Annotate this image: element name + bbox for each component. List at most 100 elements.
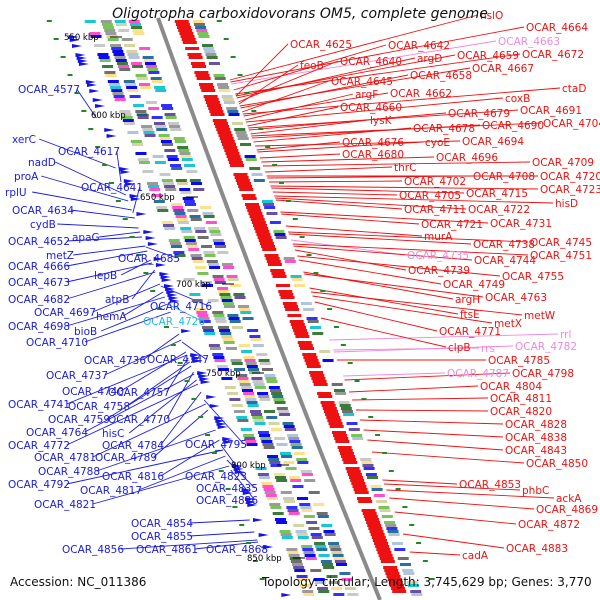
scale-tick-5: 800 kbp (231, 461, 289, 471)
gene-label-text: OCAR_4664 (526, 22, 588, 34)
right-gene-label: OCAR_4721 (421, 219, 483, 231)
gene-label-text: OCAR_4772 (8, 440, 70, 452)
left-gene-label: OCAR_4716 (150, 301, 212, 313)
left-gene-label: OCAR_4823 (185, 471, 247, 483)
right-gene-label: OCAR_4782 (515, 341, 577, 353)
right-gene-label: OCAR_4838 (505, 432, 567, 444)
scale-tick-label: 850 kbp (247, 554, 282, 564)
gene-label-text: OCAR_4744 (474, 255, 536, 267)
gene-label-text: OCAR_4855 (131, 531, 193, 543)
left-gene-label: OCAR_4795 (185, 439, 247, 451)
gene-label-text: OCAR_4662 (390, 88, 452, 100)
gene-label-text: OCAR_4856 (62, 544, 124, 556)
scale-tick-label: 700 kbp (176, 280, 211, 290)
right-gene-label: coxB (505, 93, 530, 105)
right-gene-label: OCAR_4738 (473, 239, 535, 251)
gene-label-text: OCAR_4640 (340, 56, 402, 68)
gene-label-text: OCAR_4694 (462, 136, 524, 148)
gene-label-text: OCAR_4715 (466, 188, 528, 200)
scale-tick-4: 750 kbp (206, 369, 264, 379)
left-gene-label: OCAR_4666 (8, 261, 70, 273)
left-gene-label: OCAR_4792 (8, 479, 70, 491)
gene-label-text: OCAR_4731 (490, 218, 552, 230)
left-gene-label: OCAR_4710 (26, 337, 88, 349)
left-gene-label: OCAR_4740 (62, 386, 124, 398)
gene-label-text: OCAR_4737 (46, 370, 108, 382)
gene-label-text: OCAR_4691 (520, 105, 582, 117)
left-gene-label: OCAR_4855 (131, 531, 193, 543)
left-gene-label: OCAR_4784 (102, 440, 164, 452)
gene-label-text: argD (417, 53, 442, 65)
gene-label-text: OCAR_4771 (439, 326, 501, 338)
gene-label-text: OCAR_4678 (413, 123, 475, 135)
scale-tick-3: 700 kbp (176, 280, 234, 290)
gene-label-text: OCAR_4663 (498, 36, 560, 48)
gene-label-text: phbC (522, 485, 549, 497)
left-gene-label: OCAR_4759 (48, 414, 110, 426)
gene-label-text: OCAR_4721 (421, 219, 483, 231)
left-gene-label: nadD (28, 157, 56, 169)
right-gene-label: OCAR_4678 (413, 123, 475, 135)
gene-label-text: OCAR_4823 (185, 471, 247, 483)
gene-label-text: OCAR_4634 (12, 205, 74, 217)
right-gene-label: OCAR_4731 (490, 218, 552, 230)
right-gene-label: OCAR_4708 (473, 171, 535, 183)
gene-label-text: OCAR_4697 (34, 307, 96, 319)
left-gene-label: proA (14, 171, 39, 183)
right-gene-label: OCAR_4811 (490, 393, 552, 405)
right-gene-label: feoB (300, 60, 324, 72)
scale-tick-label: 650 kbp (140, 193, 175, 203)
gene-label-text: OCAR_4739 (408, 265, 470, 277)
gene-label-text: OCAR_4854 (131, 518, 193, 530)
left-gene-label: OCAR_4685 (118, 253, 180, 265)
gene-label-text: rplU (5, 187, 27, 199)
gene-label-text: OCAR_4787 (447, 368, 509, 380)
gene-label-text: OCAR_4853 (459, 479, 521, 491)
gene-label-text: hisD (555, 198, 578, 210)
gene-label-text: OCAR_4749 (443, 279, 505, 291)
gene-label-text: OCAR_4747 (147, 354, 209, 366)
gene-label-text: OCAR_4868 (206, 544, 268, 556)
right-gene-label: rrl (560, 329, 571, 341)
right-gene-label: OCAR_4711 (404, 204, 466, 216)
left-gene-label: OCAR_4854 (131, 518, 193, 530)
gene-label-text: OCAR_4658 (410, 70, 472, 82)
left-gene-label: OCAR_4698 (8, 321, 70, 333)
gene-label-text: cydB (30, 219, 56, 231)
left-gene-label: OCAR_4788 (38, 466, 100, 478)
gene-label-text: murA (424, 231, 453, 243)
left-gene-label: OCAR_4817 (80, 485, 142, 497)
left-gene-label: hemA (96, 311, 127, 323)
map-title: Oligotropha carboxidovorans OM5, complet… (112, 6, 488, 22)
right-gene-label: OCAR_4739 (408, 265, 470, 277)
gene-label-text: OCAR_4804 (480, 381, 542, 393)
gene-label-text: metZ (46, 250, 74, 262)
gene-label-text: OCAR_4795 (185, 439, 247, 451)
right-gene-label: OCAR_4680 (342, 149, 404, 161)
gene-label-text: OCAR_4720 (540, 171, 600, 183)
gene-label-text: OCAR_4709 (532, 157, 594, 169)
gene-label-text: argF (355, 89, 378, 101)
gene-label-text: OCAR_4659 (457, 50, 519, 62)
left-gene-label: OCAR_4816 (102, 471, 164, 483)
gene-label-text: OCAR_4617 (58, 146, 120, 158)
gene-label-text: nadD (28, 157, 56, 169)
right-gene-label: ackA (556, 493, 582, 505)
gene-label-text: OCAR_4798 (512, 368, 574, 380)
right-gene-label: OCAR_4645 (331, 76, 393, 88)
right-gene-label: rrs (481, 343, 495, 355)
gene-label-text: OCAR_4751 (530, 250, 592, 262)
gene-label-text: OCAR_4755 (502, 271, 564, 283)
gene-label-text: OCAR_4869 (536, 504, 598, 516)
gene-label-text: rrs (481, 343, 495, 355)
right-gene-label: OCAR_4785 (488, 355, 550, 367)
left-gene-label: OCAR_4772 (8, 440, 70, 452)
gene-label-text: clpB (448, 342, 471, 354)
right-gene-label: OCAR_4820 (490, 406, 552, 418)
gene-label-text: hemA (96, 311, 127, 323)
left-gene-label: OCAR_4781 (34, 452, 96, 464)
scale-tick-label: 550 kbp (64, 33, 99, 43)
gene-label-text: OCAR_4741 (8, 399, 70, 411)
right-gene-label: OCAR_4771 (439, 326, 501, 338)
left-gene-label: OCAR_4821 (34, 499, 96, 511)
